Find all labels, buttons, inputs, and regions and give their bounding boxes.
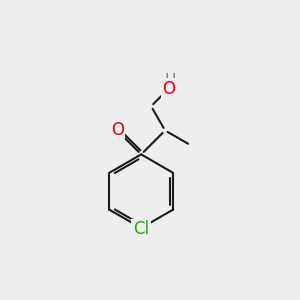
Text: O: O — [111, 122, 124, 140]
Text: Cl: Cl — [133, 220, 149, 238]
Text: O: O — [162, 80, 175, 98]
Text: H: H — [164, 73, 176, 88]
